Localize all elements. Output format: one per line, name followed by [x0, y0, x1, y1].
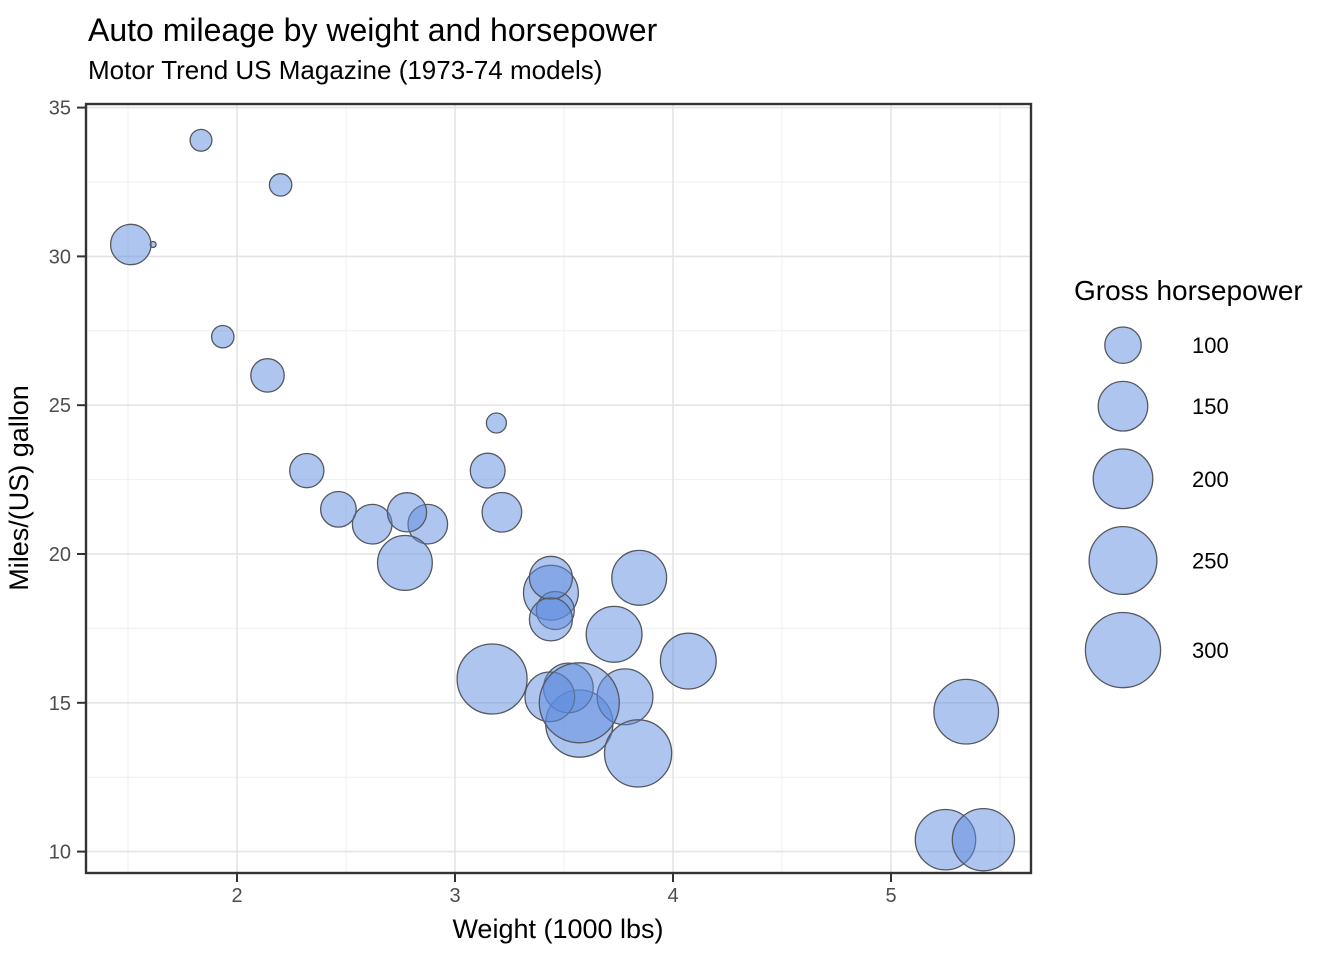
data-point: [603, 719, 673, 788]
data-point: [210, 324, 235, 349]
y-axis-tick-label: 20: [49, 544, 71, 566]
y-axis-tick-label: 25: [49, 395, 71, 417]
legend-key-circle: [1088, 525, 1158, 596]
x-axis-tick-label: 2: [231, 885, 242, 907]
data-point: [611, 549, 668, 606]
data-point: [456, 643, 528, 715]
data-point: [386, 492, 428, 533]
x-axis-tick-label: 5: [885, 885, 896, 907]
y-axis-tick-label: 15: [49, 693, 71, 715]
data-point: [469, 452, 506, 489]
y-axis-title: Miles/(US) gallon: [4, 385, 34, 591]
data-point: [109, 223, 152, 266]
data-point: [528, 597, 574, 642]
x-axis-tick-label: 4: [667, 885, 678, 907]
data-point: [485, 412, 508, 434]
data-point: [951, 807, 1016, 872]
x-axis-title: Weight (1000 lbs): [452, 914, 663, 944]
data-point: [376, 534, 433, 591]
data-point: [250, 358, 285, 393]
legend-key-label: 150: [1192, 394, 1229, 419]
chart-subtitle: Motor Trend US Magazine (1973-74 models): [88, 55, 603, 85]
x-axis-tick-label: 3: [449, 885, 460, 907]
data-point: [481, 491, 523, 533]
legend-title: Gross horsepower: [1074, 275, 1303, 306]
data-point: [268, 173, 293, 197]
legend-key-label: 250: [1192, 549, 1229, 574]
data-point: [289, 452, 325, 489]
y-axis-tick-label: 35: [49, 98, 71, 120]
data-point: [528, 555, 574, 600]
panel-border: [84, 102, 1033, 875]
legend-key-circle: [1104, 326, 1142, 365]
data-point: [351, 503, 393, 545]
y-axis-tick-label: 30: [49, 246, 71, 268]
legend-key-circle: [1084, 611, 1162, 689]
legend-key-circle: [1097, 380, 1149, 432]
plot-generated-layer: 2 3 4 5 10 15 20 25 30 35 100 150 200 250 300: [49, 98, 1229, 907]
legend-key-label: 300: [1192, 638, 1229, 663]
data-point: [319, 490, 357, 528]
y-axis-tick-label: 10: [49, 842, 71, 864]
data-point: [538, 662, 620, 744]
data-point: [189, 128, 213, 152]
legend-key-label: 100: [1192, 333, 1229, 358]
legend-key-circle: [1092, 448, 1154, 510]
chart-title: Auto mileage by weight and horsepower: [88, 12, 658, 48]
data-point: [585, 605, 643, 663]
data-point: [659, 632, 717, 690]
data-point: [933, 678, 1000, 745]
legend-key-label: 200: [1192, 467, 1229, 492]
